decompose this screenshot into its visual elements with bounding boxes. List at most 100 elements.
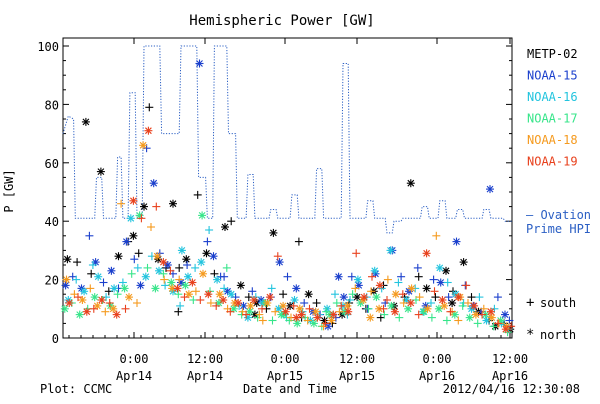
marker-stroke xyxy=(197,258,205,266)
data-point-noaa-18 xyxy=(399,299,408,307)
marker-stroke xyxy=(110,285,118,292)
data-point-noaa-17 xyxy=(293,319,302,328)
marker-stroke xyxy=(344,308,352,316)
marker-stroke xyxy=(291,296,298,304)
data-point-noaa-15 xyxy=(493,293,502,302)
data-point-noaa-15 xyxy=(130,255,139,264)
marker-stroke xyxy=(298,311,305,318)
legend-entry-noaa-15: NOAA-15 xyxy=(527,69,578,83)
marker-stroke xyxy=(448,299,456,307)
data-point-metp-02 xyxy=(96,167,105,176)
marker-stroke xyxy=(329,311,337,318)
marker-stroke xyxy=(97,168,105,175)
data-point-noaa-17 xyxy=(189,296,198,304)
data-point-noaa-15 xyxy=(275,258,284,267)
data-point-noaa-17 xyxy=(143,263,152,272)
marker-stroke xyxy=(127,214,135,222)
data-point-noaa-19 xyxy=(446,307,455,316)
data-point-noaa-16 xyxy=(353,275,362,284)
marker-stroke xyxy=(123,238,130,245)
data-point-noaa-16 xyxy=(427,299,435,307)
x-tick-time-label: 0:00 xyxy=(271,352,300,366)
marker-stroke xyxy=(237,282,245,289)
marker-stroke xyxy=(451,311,459,318)
data-point-metp-02 xyxy=(227,217,236,226)
data-point-noaa-19 xyxy=(390,307,399,316)
marker-stroke xyxy=(404,305,412,313)
marker-stroke xyxy=(64,255,71,263)
marker-stroke xyxy=(136,212,143,219)
marker-stroke xyxy=(62,282,69,289)
data-point-noaa-15 xyxy=(195,59,204,68)
marker-stroke xyxy=(184,273,192,281)
data-point-noaa-17 xyxy=(268,316,277,325)
data-point-noaa-17 xyxy=(348,290,357,299)
data-point-noaa-18 xyxy=(62,275,71,284)
marker-stroke xyxy=(440,302,448,310)
data-point-noaa-18 xyxy=(125,293,133,302)
data-point-noaa-18 xyxy=(487,313,496,322)
data-point-noaa-18 xyxy=(367,287,376,296)
data-point-noaa-16 xyxy=(205,226,214,234)
y-tick-label: 100 xyxy=(37,40,59,54)
marker-stroke xyxy=(92,258,99,266)
marker-stroke xyxy=(488,314,496,321)
data-point-noaa-19 xyxy=(406,299,415,307)
marker-stroke xyxy=(276,258,283,266)
marker-stroke xyxy=(487,308,495,316)
data-point-metp-02 xyxy=(442,266,450,275)
marker-stroke xyxy=(80,287,88,295)
data-point-noaa-19 xyxy=(438,296,447,304)
data-point-noaa-15 xyxy=(248,287,257,296)
marker-stroke xyxy=(63,276,70,283)
marker-stroke xyxy=(403,296,410,304)
marker-stroke xyxy=(460,258,467,266)
data-point-noaa-15 xyxy=(136,281,145,290)
data-point-metp-02 xyxy=(459,258,468,267)
data-point-noaa-16 xyxy=(220,284,229,293)
marker-stroke xyxy=(323,305,331,313)
x-tick-time-label: 0:00 xyxy=(120,352,149,366)
marker-stroke xyxy=(98,296,106,304)
marker-legend-label-south: south xyxy=(540,296,576,310)
marker-stroke xyxy=(93,302,101,310)
data-point-noaa-18 xyxy=(255,310,264,319)
data-point-noaa-15 xyxy=(163,261,172,269)
ovation-legend-label: — Ovation xyxy=(526,208,591,222)
data-point-noaa-17 xyxy=(322,307,331,316)
marker-stroke xyxy=(483,317,490,324)
data-point-noaa-17 xyxy=(198,211,207,220)
data-point-metp-02 xyxy=(353,293,362,302)
data-point-noaa-19 xyxy=(470,301,479,310)
data-point-noaa-19 xyxy=(105,299,114,307)
marker-stroke xyxy=(169,200,177,208)
marker-stroke xyxy=(423,249,430,257)
data-point-noaa-18 xyxy=(175,275,184,284)
legend-entry-noaa-19: NOAA-19 xyxy=(527,155,578,169)
data-point-noaa-19 xyxy=(121,304,130,313)
y-tick-label: 40 xyxy=(45,215,59,229)
data-point-noaa-15 xyxy=(122,237,131,246)
data-point-noaa-19 xyxy=(281,307,290,316)
marker-stroke xyxy=(344,302,351,310)
data-point-noaa-16 xyxy=(443,278,452,287)
marker-legend-symbol: * xyxy=(526,327,534,343)
data-point-noaa-15 xyxy=(339,293,348,302)
marker-stroke xyxy=(108,267,115,275)
data-point-noaa-18 xyxy=(78,296,87,304)
marker-stroke xyxy=(292,285,300,292)
data-point-noaa-19 xyxy=(292,313,301,322)
data-point-noaa-19 xyxy=(344,307,353,316)
marker-stroke xyxy=(486,185,494,193)
marker-stroke xyxy=(257,296,265,304)
data-point-noaa-18 xyxy=(133,299,141,307)
marker-stroke xyxy=(61,305,69,313)
data-point-noaa-19 xyxy=(188,278,197,287)
data-point-noaa-18 xyxy=(117,199,126,208)
data-point-noaa-18 xyxy=(440,301,449,310)
data-point-noaa-16 xyxy=(155,266,163,275)
marker-stroke xyxy=(305,290,312,298)
data-point-noaa-19 xyxy=(196,296,205,304)
marker-stroke xyxy=(196,60,203,67)
